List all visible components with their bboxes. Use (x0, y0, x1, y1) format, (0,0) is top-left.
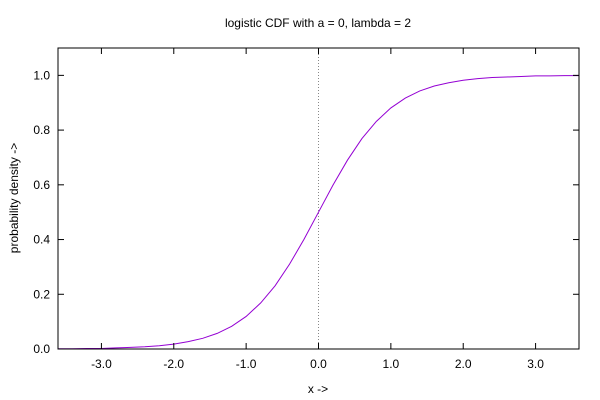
y-tick-label: 0.2 (33, 287, 50, 301)
y-tick-label: 0.4 (33, 233, 50, 247)
chart-title: logistic CDF with a = 0, lambda = 2 (225, 16, 411, 30)
plot-area: -3.0 -2.0 -1.0 0.0 1.0 2.0 3.0 0.0 0.2 0.4 0.6 0.8 1… (33, 47, 580, 371)
plot-border (57, 47, 580, 350)
x-tick-label: 0.0 (310, 357, 327, 371)
y-tick-label: 0.8 (33, 123, 50, 137)
y-tick-label: 0.6 (33, 178, 50, 192)
x-tick-label: 1.0 (383, 357, 400, 371)
x-tick-label: -2.0 (163, 357, 184, 371)
x-tick-label: -3.0 (91, 357, 112, 371)
x-tick-label: -1.0 (236, 357, 257, 371)
x-axis-label: x -> (308, 382, 328, 396)
series-line-0 (58, 75, 579, 350)
y-tick-label: 0.0 (33, 342, 50, 356)
x-tick-label: 3.0 (527, 357, 544, 371)
x-tick-label: 2.0 (455, 357, 472, 371)
y-tick-label: 1.0 (33, 68, 50, 82)
y-axis-label: probability density -> (7, 143, 21, 253)
